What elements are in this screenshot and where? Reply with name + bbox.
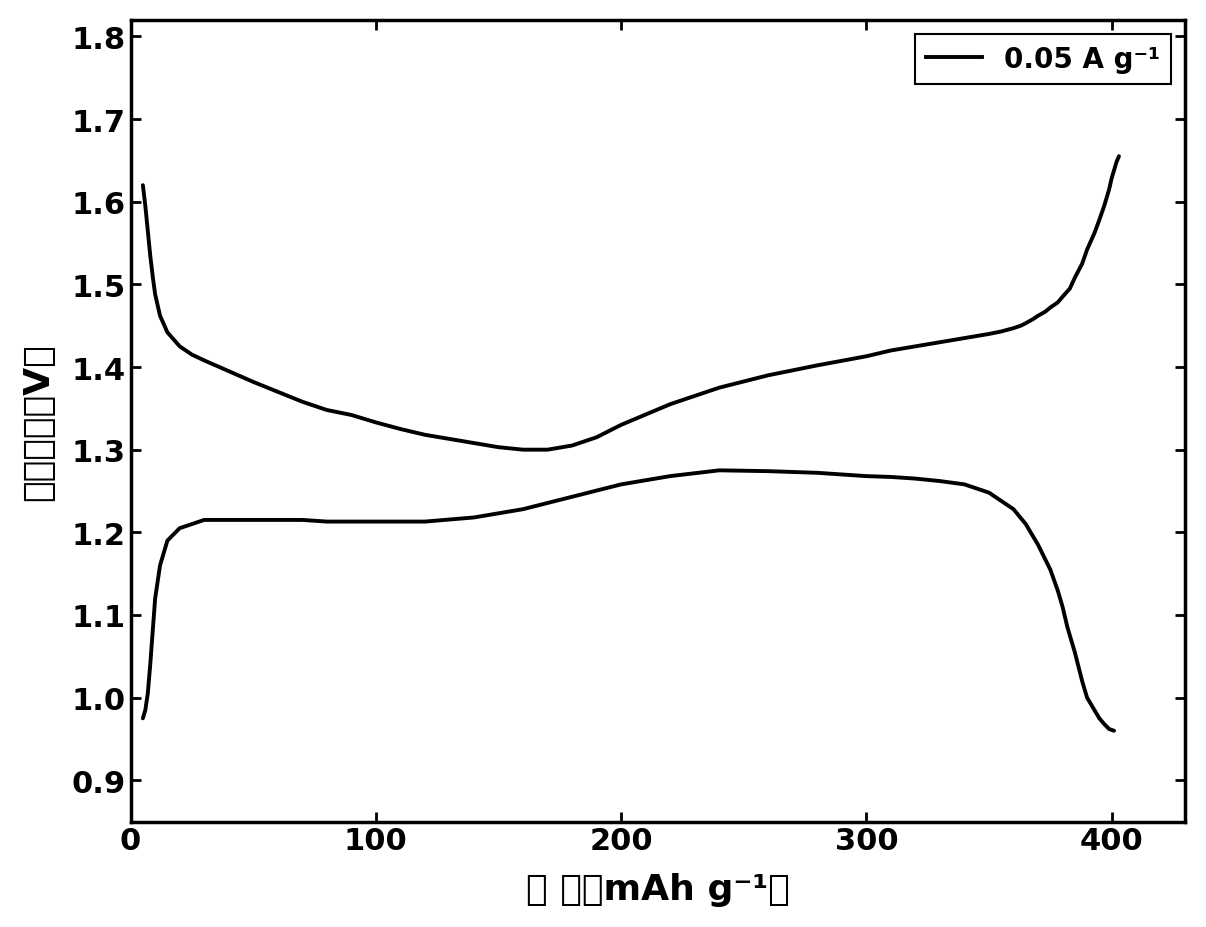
X-axis label: 容 量（mAh g⁻¹）: 容 量（mAh g⁻¹）: [526, 872, 790, 907]
Legend: 0.05 A g⁻¹: 0.05 A g⁻¹: [915, 34, 1171, 85]
Y-axis label: 电池电压（V）: 电池电压（V）: [21, 342, 54, 500]
